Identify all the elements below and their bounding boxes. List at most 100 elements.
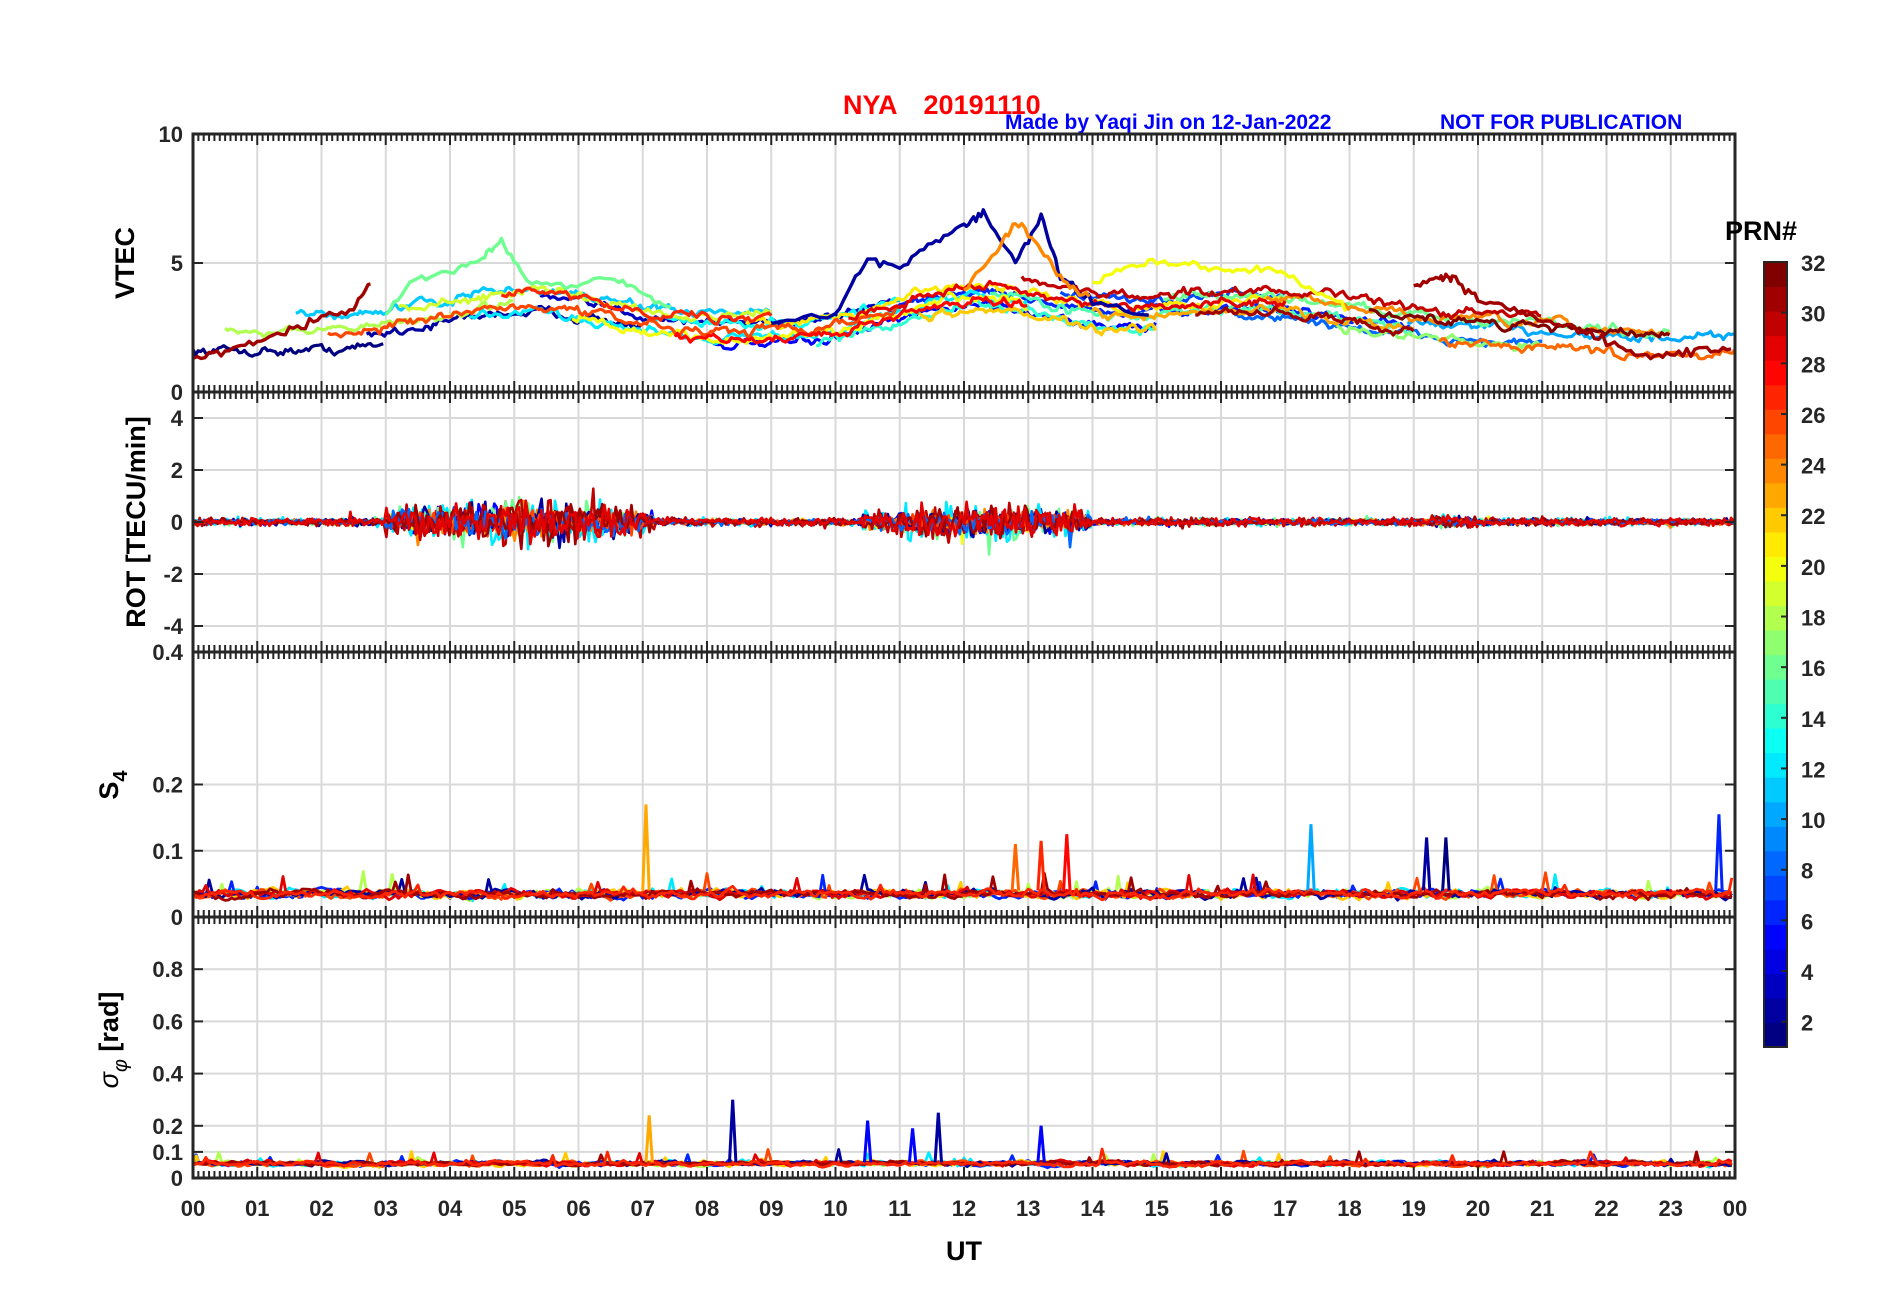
x-tick-label: 22 [1594,1196,1618,1221]
axes-sig: 00.10.2 0.4 0.6 0.8 [152,915,1737,1191]
colorbar-segment [1764,433,1787,459]
colorbar-segment [1764,360,1787,386]
colorbar-tick-label: 32 [1801,251,1825,276]
vtec-prn-28 [673,295,1028,345]
y-tick-label: 0 [171,380,183,405]
colorbar-segment [1764,973,1787,999]
x-tick-label: 01 [245,1196,269,1221]
x-tick-label: 14 [1080,1196,1105,1221]
phi-subscript: φ [110,1059,132,1072]
vtec-prn-21 [745,281,1287,331]
sigma-spike [644,1115,654,1163]
s4-spike [1010,844,1021,891]
colorbar-segment [1764,605,1787,631]
colorbar-segment [1764,997,1787,1024]
x-tick-label: 20 [1466,1196,1490,1221]
y-tick-label: 0 [171,905,183,930]
x-tick-label: 17 [1273,1196,1297,1221]
sigma-spike [907,1128,918,1163]
vtec-prn-18 [224,298,514,339]
y-tick-label: 0.6 [152,1009,183,1034]
x-tick-label: 13 [1016,1196,1040,1221]
x-tick-label: 05 [502,1196,526,1221]
sigma-unit: [rad] [94,992,124,1060]
colorbar-tick-label: 6 [1801,909,1813,934]
s4-ylabel-sub: 4 [110,770,132,782]
s4-prn-2 [192,873,1732,902]
x-tick-label: 15 [1145,1196,1169,1221]
vtec-highlight-24 [963,221,1091,298]
colorbar-segment [1764,1022,1787,1048]
s4-spike [1421,837,1432,891]
colorbar-segment [1764,580,1787,607]
s4-ylabel-main: S [94,782,124,800]
vtec-prn-29 [848,279,1287,321]
x-tick-label: 03 [374,1196,398,1221]
colorbar-segment [1764,458,1787,484]
y-tick-label: 0.8 [152,957,183,982]
x-tick-label: 08 [695,1196,719,1221]
publication-notice: NOT FOR PUBLICATION [1440,111,1683,134]
figure-title: NYA 20191110 [843,90,1041,121]
colorbar-tick-label: 24 [1801,454,1826,479]
s4-spike [1036,840,1046,891]
s4-spike [1441,837,1451,891]
s4-spike [1714,814,1724,891]
x-tick-label: 23 [1659,1196,1683,1221]
sigma-ylabel: σφ [rad] [94,992,132,1089]
s4-ylabel: S4 [94,770,132,800]
colorbar-segment [1764,679,1787,705]
colorbar-frame [1763,261,1788,1048]
colorbar-tick-label: 28 [1801,352,1825,377]
x-axis-label: UT [946,1236,982,1266]
sigma-spike [933,1112,944,1163]
colorbar-title: PRN# [1725,216,1797,246]
sigma-prn-27 [192,1147,1733,1169]
colorbar-tick-label: 8 [1801,859,1813,884]
vtec-highlight-20 [1092,257,1348,313]
y-tick-label: 0.2 [152,773,183,798]
sigma-traces [191,1099,1733,1170]
x-tick-label: 06 [566,1196,590,1221]
x-axis: 00 01 02 03 04 05 06 07 08 09 10 11 12 13 14 15 16 17 18 19… [181,1196,1747,1266]
vtec-highlight-31 [192,282,371,361]
x-tick-label: 04 [438,1196,463,1221]
y-tick-label: 2 [171,458,183,483]
colorbar-segment [1764,801,1787,827]
y-tick-label: 10 [159,122,183,147]
colorbar-tick-label: 14 [1801,707,1826,732]
s4-top-label: 0.4 [152,640,183,665]
y-tick-label: -4 [163,614,183,639]
credit-text: Made by Yaqi Jin on 12-Jan-2022 [1005,111,1332,134]
sigma-spike [727,1099,738,1163]
colorbar-tick-label: 16 [1801,656,1825,681]
vtec-highlight-16 [384,236,672,316]
colorbar-segment [1764,777,1787,803]
colorbar-segment [1764,384,1787,410]
x-tick-label: 00 [181,1196,205,1221]
colorbar-segment [1764,850,1787,876]
colorbar-tick-label: 12 [1801,757,1825,782]
x-tick-label: 19 [1402,1196,1426,1221]
y-tick-label: 0.1 [152,1140,183,1165]
colorbar-tick-label: 30 [1801,302,1825,327]
colorbar-segment [1764,826,1787,852]
colorbar-segment [1764,654,1787,680]
colorbar-tick-label: 18 [1801,606,1825,631]
x-tick-label: 00 [1723,1196,1747,1221]
x-tick-label: 18 [1337,1196,1361,1221]
s4-spike [641,804,651,891]
colorbar-segment [1764,629,1787,656]
rot-ylabel: ROT [TECU/min] [121,416,151,627]
x-tick-label: 21 [1530,1196,1554,1221]
x-tick-label: 09 [759,1196,783,1221]
colorbar-segment [1764,311,1787,337]
vtec-prn-26 [327,303,900,339]
colorbar-tick-label: 20 [1801,555,1825,580]
colorbar-tick-label: 26 [1801,403,1825,428]
vtec-prn-31 [1195,305,1415,337]
grid-sig [193,917,1735,1178]
